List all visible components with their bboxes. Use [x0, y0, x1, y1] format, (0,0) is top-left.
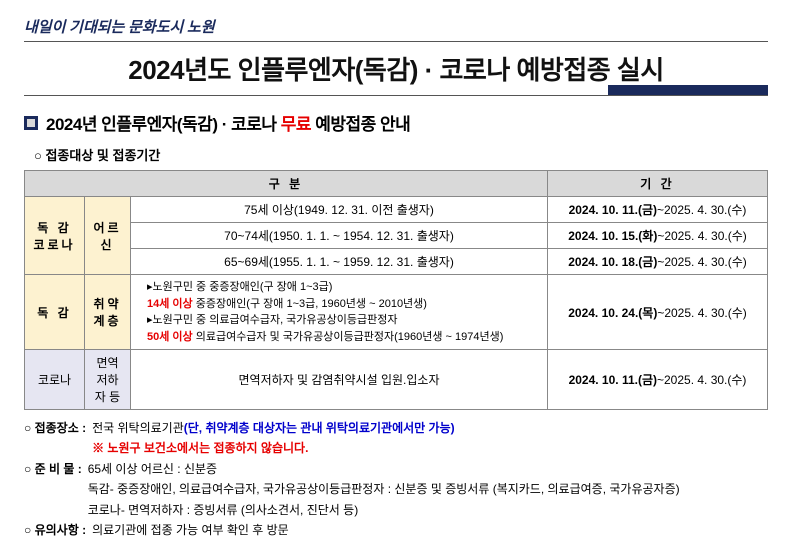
group-flu-corona: 독 감 코로나	[25, 197, 85, 275]
group-corona: 코로나	[25, 350, 85, 410]
square-bullet-icon	[24, 116, 38, 130]
subtitle-pre: 2024년 인플루엔자(독감) · 코로나	[46, 115, 281, 134]
desc-70-74: 70~74세(1950. 1. 1. ~ 1954. 12. 31. 출생자)	[131, 223, 548, 249]
subgroup-immuno: 면역 저하 자 등	[85, 350, 131, 410]
notes-section: ○ 접종장소 : 전국 위탁의료기관(단, 취약계층 대상자는 관내 위탁의료기…	[24, 418, 768, 540]
desc-vulnerable: ▸노원구민 중 중증장애인(구 장애 1~3급) 14세 이상 중증장애인(구 …	[131, 275, 548, 350]
slogan-text: 내일이 기대되는 문화도시 노원	[24, 16, 768, 37]
note-caution-label: ○ 유의사항 :	[24, 520, 86, 540]
date-65-69: 2024. 10. 18.(금)~2025. 4. 30.(수)	[548, 249, 768, 275]
section-heading-targets: 접종대상 및 접종기간	[34, 145, 768, 164]
date-70-74: 2024. 10. 15.(화)~2025. 4. 30.(수)	[548, 223, 768, 249]
table-row: 코로나 면역 저하 자 등 면역저하자 및 감염취약시설 입원.입소자 2024…	[25, 350, 768, 410]
th-period: 기 간	[548, 171, 768, 197]
subgroup-vulnerable: 취약 계층	[85, 275, 131, 350]
date-75plus: 2024. 10. 11.(금)~2025. 4. 30.(수)	[548, 197, 768, 223]
note-location-label: ○ 접종장소 :	[24, 418, 86, 459]
vaccination-schedule-table: 구 분 기 간 독 감 코로나 어르신 75세 이상(1949. 12. 31.…	[24, 170, 768, 410]
note-materials-label: ○ 준 비 물 :	[24, 459, 82, 520]
title-banner: 2024년도 인플루엔자(독감) · 코로나 예방접종 실시	[24, 41, 768, 96]
th-category: 구 분	[25, 171, 548, 197]
subtitle-post: 예방접종 안내	[311, 115, 410, 134]
subtitle-red: 무료	[281, 115, 311, 134]
note-materials-body: 65세 이상 어르신 : 신분증 독감- 중증장애인, 의료급여수급자, 국가유…	[88, 459, 680, 520]
table-row: 70~74세(1950. 1. 1. ~ 1954. 12. 31. 출생자) …	[25, 223, 768, 249]
desc-65-69: 65~69세(1955. 1. 1. ~ 1959. 12. 31. 출생자)	[131, 249, 548, 275]
subtitle: 2024년 인플루엔자(독감) · 코로나 무료 예방접종 안내	[46, 110, 410, 135]
desc-75plus: 75세 이상(1949. 12. 31. 이전 출생자)	[131, 197, 548, 223]
note-location-body: 전국 위탁의료기관(단, 취약계층 대상자는 관내 위탁의료기관에서만 가능) …	[92, 418, 455, 459]
date-immuno: 2024. 10. 11.(금)~2025. 4. 30.(수)	[548, 350, 768, 410]
date-vulnerable: 2024. 10. 24.(목)~2025. 4. 30.(수)	[548, 275, 768, 350]
note-caution-body: 의료기관에 접종 가능 여부 확인 후 방문	[92, 520, 289, 540]
group-flu: 독 감	[25, 275, 85, 350]
table-row: 독 감 취약 계층 ▸노원구민 중 중증장애인(구 장애 1~3급) 14세 이…	[25, 275, 768, 350]
title-accent-bar	[608, 85, 768, 95]
table-row: 65~69세(1955. 1. 1. ~ 1959. 12. 31. 출생자) …	[25, 249, 768, 275]
subgroup-elderly: 어르신	[85, 197, 131, 275]
desc-immuno: 면역저하자 및 감염취약시설 입원.입소자	[131, 350, 548, 410]
table-row: 독 감 코로나 어르신 75세 이상(1949. 12. 31. 이전 출생자)…	[25, 197, 768, 223]
